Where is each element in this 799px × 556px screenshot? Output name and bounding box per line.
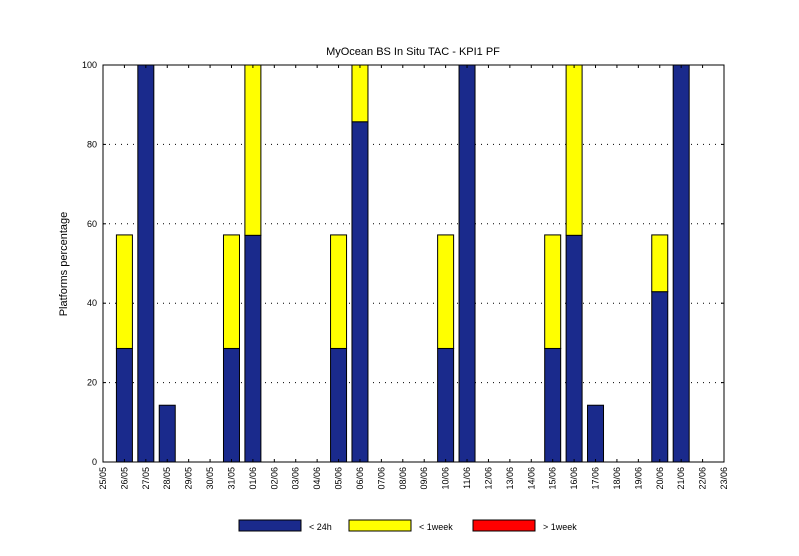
x-tick-label-0: 25/05 <box>98 467 108 490</box>
x-tick-label-4: 29/05 <box>184 467 194 490</box>
bar-24h-6 <box>222 347 240 463</box>
bar-24h-7 <box>244 234 262 463</box>
x-tick-label-17: 11/06 <box>462 467 472 489</box>
bar-24h-21 <box>544 347 562 463</box>
x-tick-label-21: 15/06 <box>548 467 558 490</box>
legend-label-2: > 1week <box>543 522 577 532</box>
x-tick-label-1: 26/05 <box>119 467 129 490</box>
bar-24h-23 <box>587 404 605 463</box>
y-tick-label-20: 20 <box>87 378 97 388</box>
bar-24h-2 <box>137 64 155 463</box>
x-tick-label-14: 08/06 <box>398 467 408 490</box>
bar-1week-7 <box>244 64 262 236</box>
x-tick-label-7: 01/06 <box>248 467 258 490</box>
bar-1week-11 <box>330 234 348 349</box>
legend-label-1: < 1week <box>419 522 453 532</box>
x-tick-label-13: 07/06 <box>376 467 386 490</box>
bar-1week-1 <box>115 234 133 349</box>
y-tick-label-60: 60 <box>87 219 97 229</box>
x-tick-label-6: 31/05 <box>226 467 236 490</box>
x-tick-label-15: 09/06 <box>419 467 429 490</box>
x-tick-label-9: 03/06 <box>291 467 301 490</box>
bar-1week-6 <box>222 234 240 349</box>
x-tick-label-28: 22/06 <box>698 467 708 490</box>
plot-frame <box>102 64 725 463</box>
bar-1week-22 <box>565 64 583 236</box>
grid-lines <box>103 143 724 384</box>
y-axis-ticks: 0 20 40 60 80 100 <box>82 60 724 467</box>
bar-24h-26 <box>651 291 669 463</box>
bars-group <box>115 64 690 463</box>
legend-swatch-1 <box>348 519 412 532</box>
x-tick-label-25: 19/06 <box>633 467 643 490</box>
bar-1week-12 <box>351 64 369 123</box>
legend: < 24h < 1week > 1week <box>238 519 577 532</box>
legend-label-0: < 24h <box>309 522 332 532</box>
y-tick-label-0: 0 <box>92 457 97 467</box>
x-tick-label-23: 17/06 <box>591 467 601 490</box>
y-tick-label-40: 40 <box>87 298 97 308</box>
y-axis-label: Platforms percentage <box>58 212 70 317</box>
bar-24h-12 <box>351 121 369 463</box>
x-tick-label-12: 06/06 <box>355 467 365 490</box>
bar-1week-16 <box>437 234 455 349</box>
bar-24h-27 <box>672 64 690 463</box>
x-tick-label-27: 21/06 <box>676 467 686 490</box>
bar-1week-26 <box>651 234 669 293</box>
x-tick-label-11: 05/06 <box>334 467 344 490</box>
chart-title: MyOcean BS In Situ TAC - KPI1 PF <box>326 46 500 58</box>
x-tick-label-26: 20/06 <box>655 467 665 490</box>
bar-24h-17 <box>458 64 476 463</box>
bar-24h-22 <box>565 234 583 463</box>
x-tick-label-5: 30/05 <box>205 467 215 490</box>
legend-swatch-2 <box>472 519 536 532</box>
x-tick-label-20: 14/06 <box>526 467 536 490</box>
bar-24h-11 <box>330 347 348 463</box>
x-tick-label-16: 10/06 <box>441 467 451 490</box>
x-tick-label-19: 13/06 <box>505 467 515 490</box>
bar-1week-21 <box>544 234 562 349</box>
y-tick-label-80: 80 <box>87 139 97 149</box>
legend-swatch-0 <box>238 519 302 532</box>
x-tick-label-24: 18/06 <box>612 467 622 490</box>
bar-24h-3 <box>158 404 176 463</box>
y-tick-label-100: 100 <box>82 60 97 70</box>
bar-24h-1 <box>115 347 133 463</box>
x-tick-label-2: 27/05 <box>141 467 151 490</box>
x-tick-label-29: 23/06 <box>719 467 729 490</box>
x-tick-label-10: 04/06 <box>312 467 322 490</box>
x-tick-label-18: 12/06 <box>483 467 493 490</box>
x-axis-ticks: 25/05 26/05 27/05 28/05 29/05 30/05 31/05 01/06… <box>98 65 729 490</box>
bar-24h-16 <box>437 347 455 463</box>
x-tick-label-3: 28/05 <box>162 467 172 490</box>
x-tick-label-8: 02/06 <box>269 467 279 490</box>
x-tick-label-22: 16/06 <box>569 467 579 490</box>
